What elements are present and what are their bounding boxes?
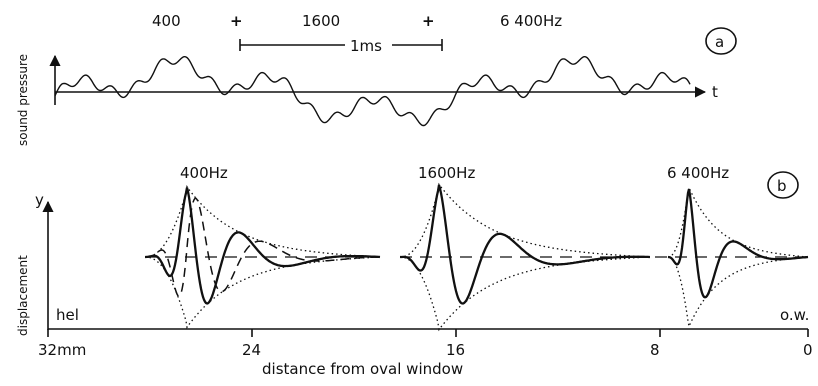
- svg-text:b: b: [777, 177, 787, 195]
- wave-400hz-solid-phase: [145, 187, 381, 305]
- panel-a-xlabel: t: [712, 83, 718, 101]
- distance-tick-labels: 32mm 24 16 8 0: [38, 341, 813, 359]
- svg-text:a: a: [715, 33, 724, 51]
- panel-b: displacement y 32mm 24 16 8 0 hel o.w. dista…: [16, 164, 813, 378]
- label-400: 400: [152, 12, 181, 30]
- distance-tick-label-4: 0: [803, 341, 813, 359]
- envelope-top-1600hz: [400, 182, 651, 258]
- envelope-bottom-400hz: [145, 256, 381, 329]
- time-scale-bar: [239, 39, 443, 51]
- badge-a: a: [705, 27, 737, 55]
- wave-label-6400hz: 6 400Hz: [667, 164, 729, 182]
- time-scale-label: 1ms: [350, 37, 382, 55]
- travelling-wave-400hz: [145, 185, 381, 329]
- label-6400hz: 6 400Hz: [500, 12, 562, 30]
- wave-6400hz: [667, 188, 809, 299]
- travelling-wave-1600hz: [400, 182, 651, 332]
- plus-sign-2: +: [422, 12, 435, 30]
- envelope-bottom-1600hz: [400, 256, 651, 332]
- helicotrema-label: hel: [56, 306, 79, 324]
- distance-tick-marks: [47, 329, 809, 337]
- distance-axis-label: distance from oval window: [262, 360, 463, 378]
- distance-tick-label-3: 8: [650, 341, 660, 359]
- distance-tick-label-2: 16: [446, 341, 465, 359]
- y-axis-label: y: [35, 191, 44, 209]
- panel-a-ylabel: sound pressure: [16, 54, 30, 146]
- oval-window-label: o.w.: [780, 306, 809, 324]
- label-1600: 1600: [302, 12, 340, 30]
- badge-b: b: [767, 171, 799, 199]
- wave-1600hz: [400, 184, 650, 305]
- panel-a: sound pressure t 400 + 1600 + 6 400Hz 1m…: [16, 12, 737, 146]
- travelling-wave-6400hz: [655, 185, 809, 329]
- plus-sign-1: +: [230, 12, 243, 30]
- wave-400hz-dashed-phase: [145, 197, 380, 298]
- panel-b-ylabel: displacement: [16, 255, 30, 336]
- envelope-top-400hz: [145, 185, 381, 258]
- distance-tick-label-1: 24: [242, 341, 261, 359]
- sound-pressure-waveform: [54, 56, 691, 127]
- envelope-top-6400hz: [667, 185, 809, 258]
- wave-label-400hz: 400Hz: [180, 164, 228, 182]
- distance-tick-label-0: 32mm: [38, 341, 86, 359]
- wave-label-1600hz: 1600Hz: [418, 164, 475, 182]
